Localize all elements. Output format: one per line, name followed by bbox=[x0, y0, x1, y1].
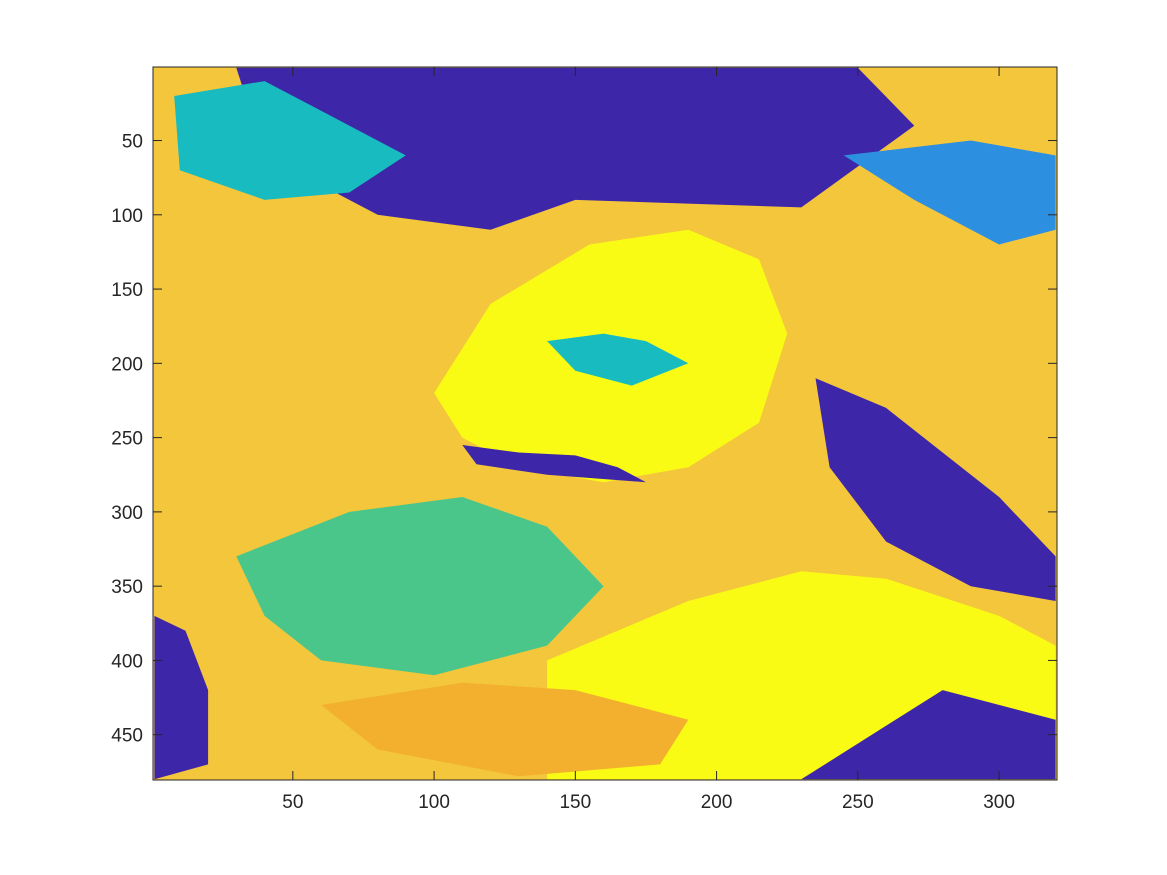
y-tick-label: 400 bbox=[111, 651, 143, 672]
y-tick-label: 200 bbox=[111, 354, 143, 375]
y-tick-label: 300 bbox=[111, 503, 143, 524]
x-tick-label: 150 bbox=[559, 792, 591, 813]
x-tick-label: 250 bbox=[842, 792, 874, 813]
heatmap-regions bbox=[154, 67, 1056, 780]
x-tick-label: 50 bbox=[282, 792, 303, 813]
y-tick-label: 50 bbox=[122, 132, 143, 153]
heatmap-region-5 bbox=[815, 378, 1056, 601]
heatmap-region-1 bbox=[236, 67, 915, 230]
heatmap-region-11 bbox=[321, 682, 689, 777]
x-axis: 50 100 150 200 250 300 bbox=[282, 67, 1015, 813]
heatmap-region-9 bbox=[154, 615, 209, 780]
y-tick-label: 250 bbox=[111, 429, 143, 450]
heatmap-region-7 bbox=[236, 497, 604, 676]
heatmap-region-12 bbox=[547, 333, 689, 386]
y-tick-label: 450 bbox=[111, 726, 143, 747]
heatmap-region-2 bbox=[174, 81, 406, 200]
y-axis: 50 100 150 200 250 300 350 400 450 bbox=[111, 132, 1057, 747]
heatmap-region-6 bbox=[462, 445, 646, 483]
heatmap-region-10 bbox=[801, 690, 1056, 780]
y-tick-label: 350 bbox=[111, 577, 143, 598]
x-tick-label: 300 bbox=[983, 792, 1015, 813]
plot-area bbox=[152, 66, 1058, 781]
y-tick-label: 100 bbox=[111, 206, 143, 227]
x-tick-label: 200 bbox=[701, 792, 733, 813]
y-tick-label: 150 bbox=[111, 280, 143, 301]
heatmap-region-3 bbox=[843, 140, 1056, 245]
axes-frame bbox=[152, 66, 1058, 781]
x-tick-label: 100 bbox=[418, 792, 450, 813]
